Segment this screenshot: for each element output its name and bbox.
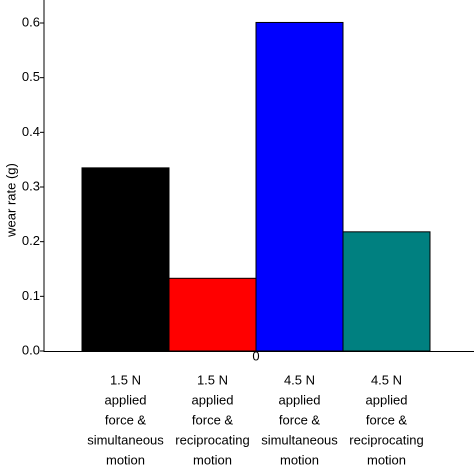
y-tick-label: 0.0 bbox=[22, 342, 40, 357]
y-tick-label: 0.6 bbox=[22, 14, 40, 29]
x-tick-label: applied bbox=[366, 392, 408, 407]
x-tick-label: simultaneous bbox=[261, 432, 338, 447]
y-tick-label: 0.4 bbox=[22, 124, 40, 139]
x-tick-label: applied bbox=[105, 392, 147, 407]
x-tick-label: motion bbox=[193, 452, 232, 466]
y-tick-label: 0.5 bbox=[22, 69, 40, 84]
x-axis-label: 0 bbox=[252, 348, 259, 363]
x-tick-label: motion bbox=[106, 452, 145, 466]
y-axis-label: wear rate (g) bbox=[3, 163, 18, 238]
x-tick-label: applied bbox=[192, 392, 234, 407]
x-tick-label: applied bbox=[279, 392, 321, 407]
x-tick-label: motion bbox=[280, 452, 319, 466]
y-tick-label: 0.1 bbox=[22, 288, 40, 303]
x-tick-label: force & bbox=[279, 412, 321, 427]
x-tick-label: force & bbox=[366, 412, 408, 427]
x-tick-label: 4.5 N bbox=[284, 372, 315, 387]
x-tick-label: 4.5 N bbox=[371, 372, 402, 387]
x-tick-label: 1.5 N bbox=[197, 372, 228, 387]
y-tick-label: 0.2 bbox=[22, 233, 40, 248]
bar bbox=[342, 231, 431, 352]
x-tick-label: motion bbox=[367, 452, 406, 466]
x-tick-label: 1.5 N bbox=[110, 372, 141, 387]
x-tick-label: reciprocating bbox=[349, 432, 423, 447]
x-tick-label: force & bbox=[105, 412, 147, 427]
bar bbox=[168, 277, 257, 352]
x-tick-label: reciprocating bbox=[175, 432, 249, 447]
bar bbox=[255, 21, 344, 352]
x-tick-label: simultaneous bbox=[87, 432, 164, 447]
bar bbox=[81, 167, 170, 352]
x-tick-label: force & bbox=[192, 412, 234, 427]
y-tick-label: 0.3 bbox=[22, 178, 40, 193]
